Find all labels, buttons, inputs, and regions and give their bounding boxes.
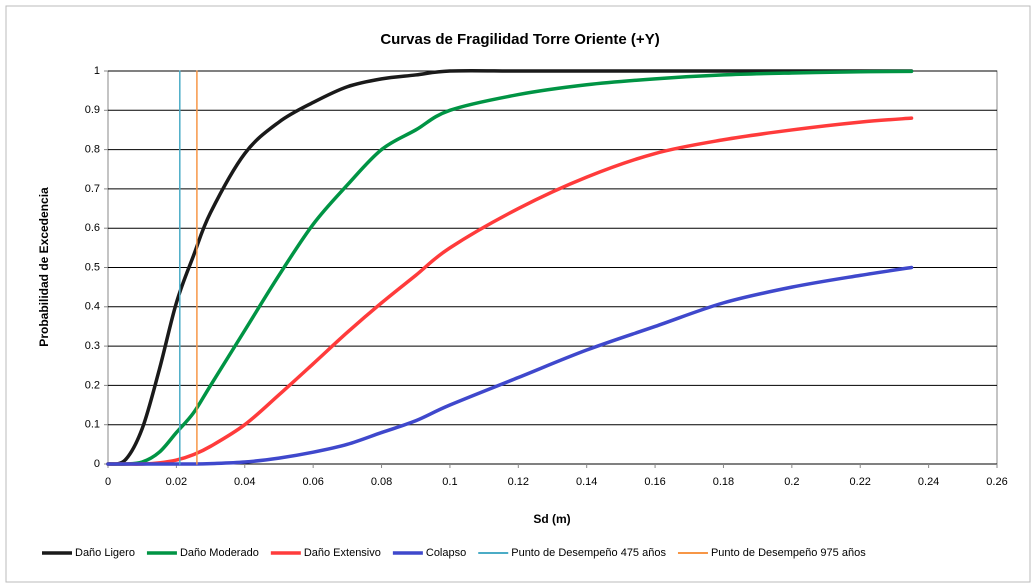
y-tick-label: 0.9 [85, 104, 100, 116]
y-tick-label: 0.2 [85, 379, 100, 391]
legend-label: Daño Moderado [180, 547, 259, 559]
series-line [106, 116, 914, 466]
x-tick-label: 0.16 [644, 476, 665, 488]
chart-title: Curvas de Fragilidad Torre Oriente (+Y) [380, 31, 659, 48]
legend-label: Punto de Desempeño 975 años [711, 547, 866, 559]
x-tick-label: 0.08 [371, 476, 392, 488]
x-tick-label: 0.2 [784, 476, 799, 488]
legend-label: Daño Ligero [75, 547, 135, 559]
y-tick-label: 0.3 [85, 340, 100, 352]
x-tick-label: 0.24 [918, 476, 939, 488]
y-tick-label: 1 [94, 65, 100, 77]
x-tick-label: 0.14 [576, 476, 597, 488]
y-tick-label: 0.5 [85, 261, 100, 273]
y-tick-label: 0.8 [85, 144, 100, 156]
x-axis-title: Sd (m) [533, 512, 570, 526]
y-tick-label: 0.6 [85, 222, 100, 234]
y-tick-label: 0.7 [85, 183, 100, 195]
x-tick-label: 0.12 [508, 476, 529, 488]
series-line [106, 69, 914, 466]
legend-label: Punto de Desempeño 475 años [511, 547, 666, 559]
x-tick-label: 0.1 [442, 476, 457, 488]
y-tick-label: 0 [94, 458, 100, 470]
legend-label: Daño Extensivo [304, 547, 381, 559]
legend-label: Colapso [426, 547, 466, 559]
x-tick-label: 0.04 [234, 476, 255, 488]
y-tick-label: 0.4 [85, 301, 100, 313]
y-tick-label: 0.1 [85, 419, 100, 431]
x-tick-label: 0.06 [302, 476, 323, 488]
y-axis-title: Probabilidad de Excedencia [37, 187, 51, 347]
x-tick-label: 0.02 [166, 476, 187, 488]
series-line [106, 265, 914, 466]
x-tick-label: 0.22 [850, 476, 871, 488]
x-tick-label: 0.18 [713, 476, 734, 488]
x-tick-label: 0.26 [986, 476, 1007, 488]
series-line [106, 68, 914, 466]
x-tick-label: 0 [105, 476, 111, 488]
